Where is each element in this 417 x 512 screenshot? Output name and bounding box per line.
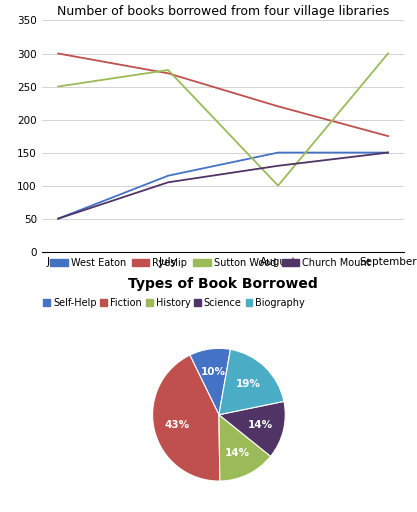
Sutton Wood: [166, 67, 171, 73]
Text: 43%: 43%: [165, 420, 190, 430]
Ryeslip: [166, 70, 171, 76]
Sutton Wood: [56, 83, 61, 90]
Text: Types of Book Borrowed: Types of Book Borrowed: [128, 277, 318, 291]
Text: 14%: 14%: [225, 448, 250, 458]
Text: 14%: 14%: [248, 420, 273, 430]
Sutton Wood: [385, 51, 390, 57]
Title: Number of books borrowed from four village libraries: Number of books borrowed from four villa…: [57, 5, 389, 18]
Ryeslip: [385, 133, 390, 139]
Church Mount: [56, 216, 61, 222]
Wedge shape: [219, 401, 285, 456]
West Eaton: [56, 216, 61, 222]
Line: Ryeslip: Ryeslip: [58, 54, 388, 136]
Wedge shape: [219, 349, 284, 415]
Line: Church Mount: Church Mount: [58, 153, 388, 219]
Ryeslip: [276, 103, 281, 110]
Line: Sutton Wood: Sutton Wood: [58, 54, 388, 186]
Church Mount: [166, 179, 171, 185]
Line: West Eaton: West Eaton: [58, 153, 388, 219]
West Eaton: [385, 150, 390, 156]
Legend: West Eaton, Ryeslip, Sutton Wood, Church Mount: West Eaton, Ryeslip, Sutton Wood, Church…: [47, 254, 374, 272]
West Eaton: [166, 173, 171, 179]
Church Mount: [276, 163, 281, 169]
Wedge shape: [190, 348, 231, 415]
Church Mount: [385, 150, 390, 156]
Wedge shape: [153, 355, 220, 481]
Sutton Wood: [276, 183, 281, 189]
Wedge shape: [219, 415, 271, 481]
Legend: Self-Help, Fiction, History, Science, Biography: Self-Help, Fiction, History, Science, Bi…: [39, 294, 309, 312]
Text: 19%: 19%: [236, 379, 261, 389]
West Eaton: [276, 150, 281, 156]
Ryeslip: [56, 51, 61, 57]
Text: 10%: 10%: [201, 368, 226, 377]
